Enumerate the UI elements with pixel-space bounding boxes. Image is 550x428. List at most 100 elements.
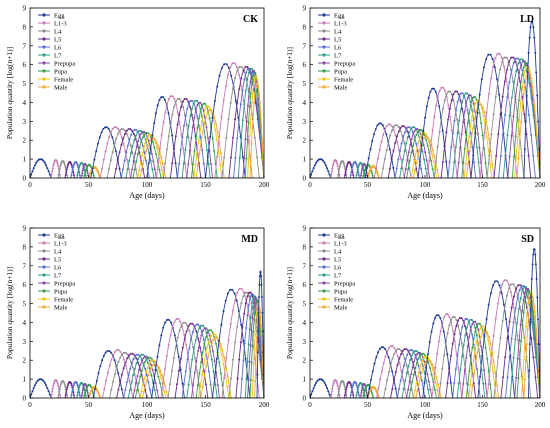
series-female-gen-3-point [202, 112, 205, 115]
series-prepupa-gen-2-point [131, 168, 134, 171]
series-l1-3-gen-2-point [128, 379, 131, 382]
series-l4-gen-3-point [170, 369, 173, 372]
series-l1-3-gen-2-point [389, 345, 392, 348]
series-prepupa-gen-2-point [424, 151, 427, 154]
series-prepupa-gen-4-point [518, 339, 521, 342]
series-l1-3-gen-2-point [106, 371, 109, 374]
series-egg-gen-4-point [483, 335, 486, 338]
y-axis-label: Population quantity [log(n+1)] [5, 47, 14, 139]
series-egg-gen-1-point [316, 380, 319, 383]
series-l6-gen-2-point [125, 381, 128, 384]
series-male-gen-4-point [525, 343, 528, 346]
series-egg-gen-1-point [311, 390, 314, 393]
legend-entry: Egg [54, 233, 65, 240]
y-tick-label: 5 [23, 80, 27, 88]
series-female-gen-4-point [249, 123, 252, 126]
series-l4-gen-2-point [394, 124, 397, 127]
series-prepupa-gen-2-point [407, 388, 410, 391]
series-l7-gen-1-point [76, 174, 79, 177]
series-l6-gen-3-point [191, 99, 194, 102]
series-l1-3-gen-3-point [446, 313, 449, 316]
legend-entry: L1-3 [54, 21, 67, 28]
series-l1-3-gen-2-point [110, 358, 113, 361]
series-l4-gen-2-point [398, 348, 401, 351]
series-l6-gen-3-point [182, 383, 185, 386]
series-l4-gen-2-point [400, 349, 403, 352]
series-l7-gen-3-point [194, 339, 197, 341]
series-l4-gen-3-point [169, 123, 172, 126]
series-egg-gen-2-point [391, 370, 394, 373]
series-egg-gen-2-point [381, 124, 384, 127]
series-male-gen-1-point [367, 172, 370, 175]
series-prepupa-gen-2-point [135, 145, 138, 148]
series-l7-gen-3-point [200, 115, 203, 118]
series-male-gen-4-point [258, 92, 260, 95]
series-female-gen-4-point [522, 358, 525, 361]
series-egg-gen-2-point [113, 359, 116, 362]
series-l1-3-gen-2-point [117, 349, 120, 351]
series-l4-gen-4-point [520, 154, 523, 157]
series-l6-gen-1-point [355, 164, 358, 167]
series-pupa-gen-3-point [195, 137, 197, 140]
series-egg-gen-4-point [502, 303, 505, 306]
series-prepupa-gen-3-point [466, 97, 469, 100]
series-l5-gen-3-point [458, 317, 461, 320]
series-l4-gen-3-point [449, 90, 451, 93]
series-l6-gen-3-point [471, 333, 474, 336]
series-l6-gen-4-point [512, 61, 515, 64]
series-male-gen-4-point [529, 75, 532, 78]
series-l4-gen-2-point [384, 388, 387, 390]
series-l5-gen-3-point [178, 113, 181, 116]
series-prepupa-gen-3-point [484, 382, 487, 385]
series-l5-gen-2-point [400, 353, 403, 355]
series-l1-3-gen-4-point [494, 57, 497, 60]
y-tick-label: 1 [23, 376, 27, 384]
series-l4-gen-3-point [439, 382, 442, 385]
y-tick-label: 5 [303, 300, 307, 308]
series-female-gen-4-point [522, 77, 525, 80]
series-male-gen-3-point [205, 365, 208, 368]
series-l7-gen-4-point [255, 89, 258, 92]
y-tick-label: 9 [303, 5, 307, 13]
series-l4-gen-2-point [124, 129, 127, 132]
series-l1-3-gen-2-point [101, 167, 103, 170]
series-egg-gen-5-point [531, 20, 534, 23]
series-l4-gen-2-point [117, 360, 120, 363]
series-l1-3-gen-3-point [457, 366, 460, 369]
series-l7-gen-3-point [184, 149, 187, 151]
series-male-gen-3-point [214, 336, 217, 339]
series-l5-gen-1-point [70, 162, 73, 165]
series-male-gen-4-point [534, 121, 537, 124]
series-egg-gen-4-point [240, 323, 243, 326]
series-l5-gen-2-point [126, 357, 129, 360]
series-male-gen-1-point [376, 172, 379, 175]
series-prepupa-gen-4-point [249, 344, 252, 347]
series-l7-gen-3-point [458, 119, 461, 122]
series-l1-3-gen-3-point [180, 133, 183, 136]
series-prepupa-gen-3-point [193, 116, 196, 119]
series-l1-3-gen-2-point [400, 369, 403, 372]
series-prepupa-gen-4-point [246, 104, 249, 107]
series-pupa-gen-3-point [192, 163, 194, 166]
series-l1-3-gen-2-point [119, 350, 122, 353]
series-l5-gen-2-point [117, 388, 120, 391]
series-l6-gen-2-point [397, 158, 400, 161]
y-tick-label: 0 [303, 395, 307, 403]
series-egg-gen-1-point [35, 161, 38, 164]
series-l6-gen-4-point [241, 377, 243, 380]
series-female-gen-2-point [145, 138, 148, 141]
series-egg-gen-5-point [528, 369, 531, 372]
series-l6-gen-4-point [246, 314, 249, 317]
series-male-gen-2-point [142, 162, 144, 165]
series-egg-gen-4-point [216, 85, 219, 88]
series-l1-3-gen-3-point [447, 104, 450, 107]
series-l4-gen-1-point [343, 163, 346, 166]
series-l7-gen-2-point [405, 142, 408, 145]
series-l5-gen-3-point [204, 383, 207, 386]
legend-marker [322, 257, 326, 261]
series-egg-gen-1-point [36, 380, 39, 383]
series-l1-3-gen-3-point [165, 355, 168, 358]
panel-title: SD [521, 234, 534, 245]
series-l6-gen-1-point [76, 384, 79, 387]
series-egg-gen-2-point [95, 379, 98, 382]
